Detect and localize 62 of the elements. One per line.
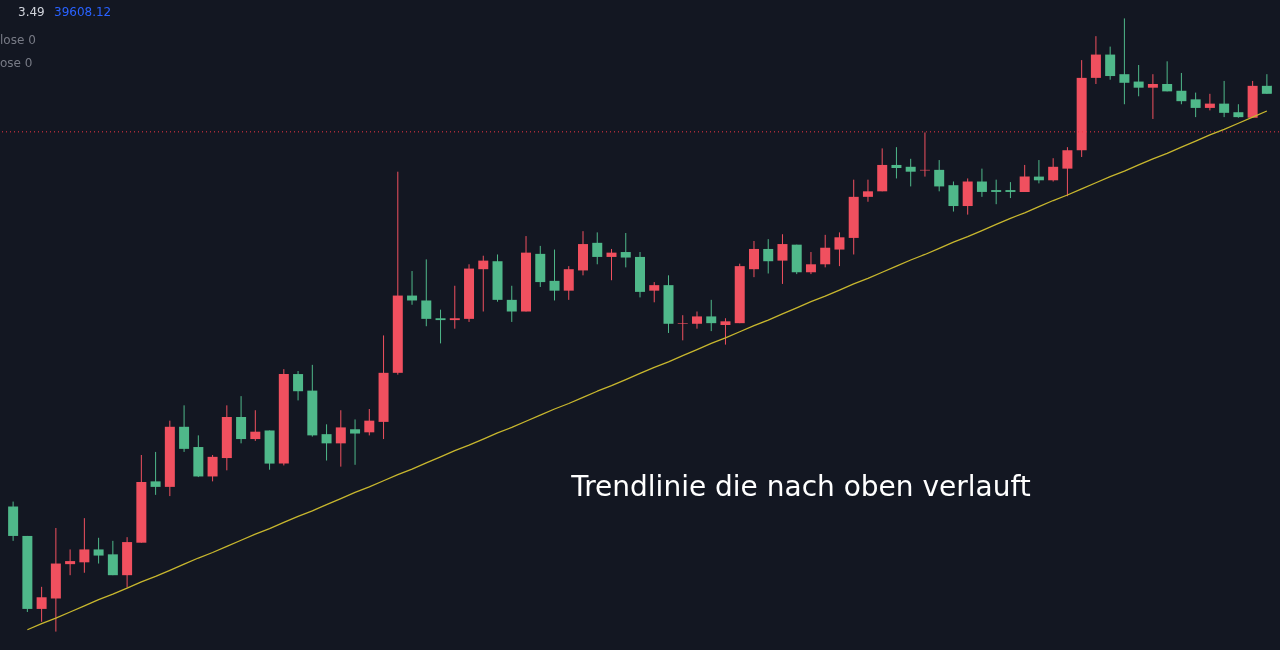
candlestick bbox=[1162, 60, 1173, 92]
candlestick bbox=[506, 285, 517, 323]
candlestick bbox=[862, 179, 873, 203]
candlestick bbox=[1147, 73, 1158, 120]
candlestick bbox=[1105, 46, 1116, 81]
candlestick bbox=[976, 168, 987, 198]
candlestick bbox=[150, 451, 161, 496]
candlestick bbox=[421, 258, 432, 327]
candlestick bbox=[93, 537, 104, 565]
candlestick bbox=[350, 418, 361, 466]
candlestick bbox=[763, 238, 774, 274]
candlestick bbox=[335, 409, 346, 468]
candlestick bbox=[236, 395, 247, 444]
candlestick bbox=[649, 281, 660, 303]
candlestick bbox=[79, 517, 90, 574]
candlestick bbox=[65, 548, 76, 576]
candlestick bbox=[478, 255, 489, 313]
candlestick bbox=[1133, 64, 1144, 97]
candlestick bbox=[1048, 157, 1059, 183]
candlestick bbox=[1204, 93, 1215, 111]
candlestick bbox=[592, 231, 603, 265]
candlestick bbox=[991, 179, 1002, 205]
candlestick bbox=[36, 586, 47, 623]
candlestick bbox=[1119, 17, 1130, 105]
candlestick bbox=[706, 299, 717, 332]
candlestick bbox=[677, 314, 688, 341]
candlestick bbox=[1090, 35, 1101, 85]
annotation: lose 0 bbox=[0, 33, 36, 47]
candlestick bbox=[748, 240, 759, 278]
candlestick bbox=[891, 146, 902, 179]
candlestick bbox=[1062, 146, 1073, 197]
candlestick bbox=[1190, 92, 1201, 118]
candlestick bbox=[293, 370, 304, 401]
candlestick bbox=[207, 454, 218, 482]
candlestick bbox=[179, 404, 190, 453]
candlestick bbox=[364, 408, 375, 436]
candlestick bbox=[720, 317, 731, 346]
annotation: 39608.12 bbox=[54, 5, 112, 19]
candlestick bbox=[435, 309, 446, 344]
candlestick bbox=[563, 265, 574, 301]
candlestick bbox=[1176, 72, 1187, 105]
annotation: Trendlinie die nach oben verlauft bbox=[570, 470, 1031, 503]
candlestick bbox=[107, 540, 118, 576]
candlestick bbox=[834, 231, 845, 267]
candlestick bbox=[1219, 80, 1230, 118]
candlestick bbox=[691, 311, 702, 330]
candlestick bbox=[449, 285, 460, 330]
candlestick bbox=[934, 159, 945, 192]
candlestick bbox=[805, 251, 816, 275]
candlestick bbox=[606, 248, 617, 281]
candlestick bbox=[620, 232, 631, 268]
candlestick bbox=[820, 234, 831, 268]
candlestick bbox=[905, 158, 916, 187]
annotation: 3.49 bbox=[18, 5, 45, 19]
candlestick bbox=[250, 409, 261, 442]
candlestick bbox=[321, 423, 332, 462]
annotation: ose 0 bbox=[0, 56, 33, 70]
candlestick bbox=[948, 181, 959, 213]
candlestick bbox=[1019, 164, 1030, 193]
candlestick bbox=[777, 233, 788, 285]
candlestick bbox=[549, 249, 560, 301]
candlestick bbox=[1261, 73, 1272, 95]
